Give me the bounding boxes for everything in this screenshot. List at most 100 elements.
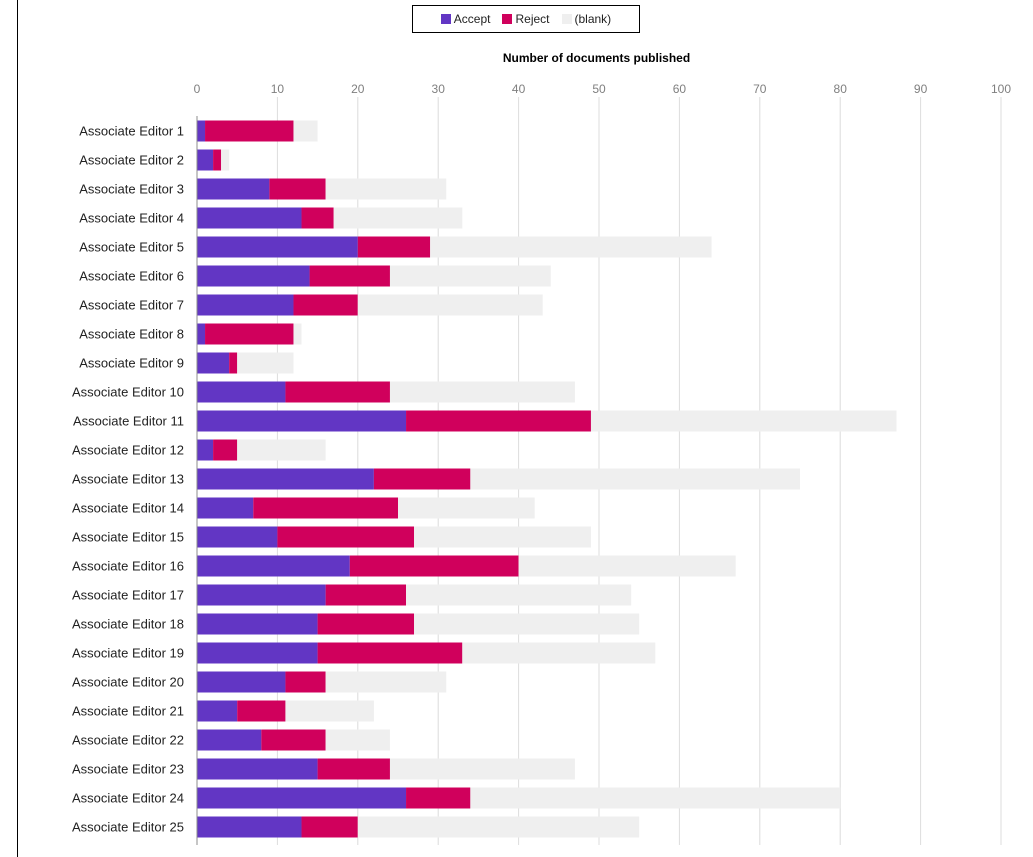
legend-swatch-reject — [502, 14, 513, 24]
category-label-22: Associate Editor 22 — [72, 733, 184, 748]
category-label-4: Associate Editor 4 — [79, 211, 184, 226]
bar-reject-13 — [373, 468, 471, 490]
bar-accept-20 — [197, 671, 286, 693]
category-label-12: Associate Editor 12 — [72, 443, 184, 458]
bar-blank-5 — [430, 236, 712, 258]
bar-reject-20 — [285, 671, 326, 693]
category-label-11: Associate Editor 11 — [73, 414, 184, 429]
bar-accept-24 — [197, 787, 407, 809]
bar-reject-10 — [285, 381, 390, 403]
legend-item-accept: Accept — [440, 12, 491, 26]
category-label-6: Associate Editor 6 — [79, 269, 184, 284]
x-tick-label-10: 10 — [271, 82, 285, 96]
category-label-23: Associate Editor 23 — [72, 762, 184, 777]
category-label-14: Associate Editor 14 — [72, 501, 184, 516]
bar-accept-14 — [197, 497, 254, 519]
bar-reject-3 — [269, 178, 326, 200]
bar-reject-22 — [261, 729, 326, 751]
bar-accept-17 — [197, 584, 326, 606]
legend-swatch-blank — [561, 14, 572, 24]
bar-blank-14 — [398, 497, 535, 519]
bar-reject-11 — [406, 410, 591, 432]
category-label-25: Associate Editor 25 — [72, 820, 184, 835]
bar-blank-23 — [389, 758, 575, 780]
bar-accept-9 — [197, 352, 230, 374]
bar-accept-16 — [197, 555, 350, 577]
bar-blank-17 — [406, 584, 632, 606]
bar-blank-21 — [285, 700, 374, 722]
category-label-3: Associate Editor 3 — [79, 182, 184, 197]
bar-accept-25 — [197, 816, 302, 838]
bar-accept-21 — [197, 700, 238, 722]
bar-accept-13 — [197, 468, 374, 490]
bar-accept-19 — [197, 642, 318, 664]
bar-reject-5 — [357, 236, 431, 258]
bar-accept-11 — [197, 410, 407, 432]
bar-accept-23 — [197, 758, 318, 780]
bar-reject-23 — [317, 758, 390, 780]
bar-reject-6 — [309, 265, 390, 287]
bar-reject-12 — [213, 439, 238, 461]
bar-reject-14 — [253, 497, 398, 519]
legend-label-blank: (blank) — [574, 12, 612, 26]
x-tick-label-100: 100 — [991, 82, 1011, 96]
bar-blank-19 — [462, 642, 656, 664]
x-tick-label-70: 70 — [753, 82, 767, 96]
legend-item-reject: Reject — [502, 12, 550, 26]
bar-reject-9 — [229, 352, 238, 374]
bar-blank-13 — [470, 468, 800, 490]
category-label-21: Associate Editor 21 — [72, 704, 184, 719]
bar-reject-17 — [325, 584, 407, 606]
category-label-24: Associate Editor 24 — [72, 791, 184, 806]
bar-accept-4 — [197, 207, 302, 229]
category-label-20: Associate Editor 20 — [72, 675, 184, 690]
bar-blank-7 — [357, 294, 543, 316]
bar-reject-21 — [237, 700, 286, 722]
bar-reject-24 — [406, 787, 471, 809]
legend-label-accept: Accept — [453, 12, 491, 26]
x-tick-label-40: 40 — [512, 82, 526, 96]
bar-blank-11 — [590, 410, 897, 432]
bar-blank-8 — [293, 323, 302, 345]
bar-blank-1 — [293, 120, 318, 142]
category-label-8: Associate Editor 8 — [79, 327, 184, 342]
bar-reject-19 — [317, 642, 463, 664]
bar-blank-24 — [470, 787, 841, 809]
legend-item-blank: (blank) — [561, 12, 612, 26]
category-label-16: Associate Editor 16 — [72, 559, 184, 574]
bar-blank-3 — [325, 178, 447, 200]
bar-blank-15 — [414, 526, 591, 548]
bar-blank-18 — [414, 613, 640, 635]
category-label-9: Associate Editor 9 — [79, 356, 184, 371]
bar-accept-18 — [197, 613, 318, 635]
category-label-18: Associate Editor 18 — [72, 617, 184, 632]
category-label-13: Associate Editor 13 — [72, 472, 184, 487]
bar-accept-15 — [197, 526, 278, 548]
bar-accept-8 — [197, 323, 206, 345]
bar-blank-12 — [237, 439, 326, 461]
bar-accept-22 — [197, 729, 262, 751]
x-tick-label-60: 60 — [673, 82, 687, 96]
x-tick-label-30: 30 — [432, 82, 446, 96]
bar-accept-3 — [197, 178, 270, 200]
category-label-5: Associate Editor 5 — [79, 240, 184, 255]
bar-reject-2 — [213, 149, 222, 171]
category-label-10: Associate Editor 10 — [72, 385, 184, 400]
category-label-1: Associate Editor 1 — [79, 124, 184, 139]
x-tick-label-20: 20 — [351, 82, 365, 96]
x-axis-title: Number of documents published — [502, 51, 691, 65]
bar-reject-1 — [205, 120, 294, 142]
x-tick-label-80: 80 — [834, 82, 848, 96]
bar-blank-20 — [325, 671, 447, 693]
bar-reject-18 — [317, 613, 415, 635]
bar-blank-25 — [357, 816, 640, 838]
x-tick-label-50: 50 — [592, 82, 606, 96]
bar-accept-1 — [197, 120, 206, 142]
bar-reject-25 — [301, 816, 358, 838]
x-tick-label-0: 0 — [194, 82, 201, 96]
bar-accept-10 — [197, 381, 286, 403]
bar-accept-5 — [197, 236, 358, 258]
category-label-15: Associate Editor 15 — [72, 530, 184, 545]
bar-accept-12 — [197, 439, 214, 461]
